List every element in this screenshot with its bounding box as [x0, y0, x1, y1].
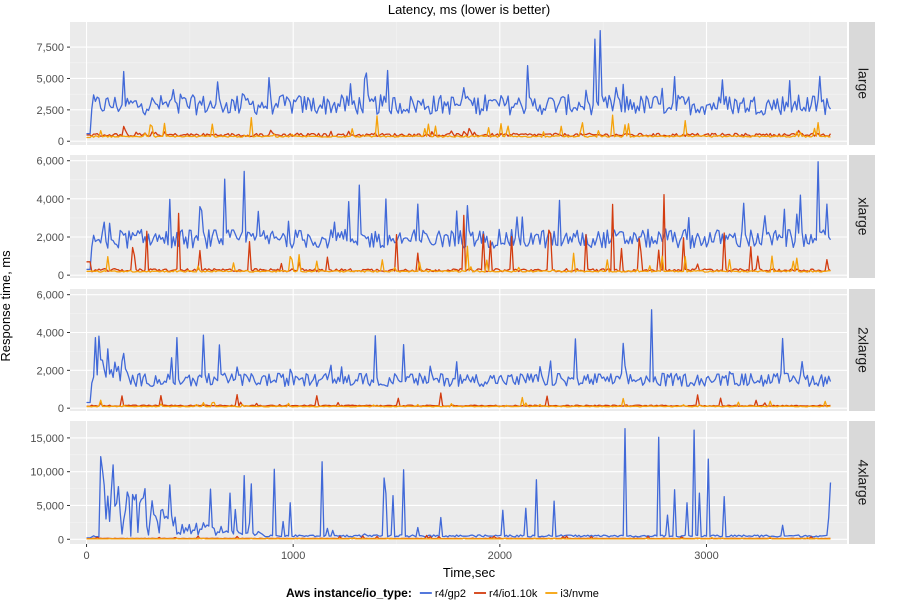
panel-background [70, 22, 847, 145]
x-tick-label: 0 [83, 550, 89, 562]
y-tick-label: 6,000 [36, 290, 64, 302]
y-tick-label: 2,500 [36, 105, 64, 117]
facet-strip-label: xlarge [855, 197, 871, 235]
legend-label: r4/gp2 [435, 588, 466, 600]
series-line-r4-gp2 [86, 309, 832, 404]
series-line-r4-gp2 [86, 427, 832, 539]
y-tick-label: 0 [58, 534, 64, 546]
facet-strip [849, 155, 875, 278]
y-tick-label: 5,000 [36, 73, 64, 85]
panel-background [70, 155, 847, 278]
facet-strip [849, 421, 875, 544]
y-tick-label: 6,000 [36, 156, 64, 168]
chart-title: Latency, ms (lower is better) [388, 2, 550, 17]
y-tick-label: 10,000 [30, 467, 64, 479]
y-tick-label: 2,000 [36, 232, 64, 244]
y-tick-label: 0 [58, 403, 64, 415]
legend-title: Aws instance/io_type: [286, 586, 412, 600]
panel-background [70, 421, 847, 544]
facet-strip-label: large [855, 68, 871, 99]
facet-panel-xlarge: 0 2,000 4,000 6,000 xlarge [36, 155, 875, 282]
legend-label: i3/nvme [560, 588, 599, 600]
y-axis-title: Response time, ms [0, 250, 13, 362]
x-axis-title: Time,sec [443, 565, 496, 580]
y-tick-label: 4,000 [36, 328, 64, 340]
legend: Aws instance/io_type: r4/gp2 r4/io1.10k i3… [286, 586, 599, 600]
y-tick-label: 2,000 [36, 365, 64, 377]
facet-panel-2xlarge: 0 2,000 4,000 6,000 2xlarge [36, 289, 875, 415]
panel-background [70, 289, 847, 411]
y-tick-label: 7,500 [36, 42, 64, 54]
legend-label: r4/io1.10k [489, 588, 538, 600]
series-line-r4-gp2 [86, 29, 832, 135]
series-line-r4-gp2 [86, 161, 832, 271]
y-tick-label: 0 [58, 136, 64, 148]
facet-strip-label: 2xlarge [855, 327, 871, 373]
y-tick-label: 0 [58, 270, 64, 282]
facet-panel-large: 0 2,500 5,000 7,500 large [36, 22, 875, 148]
facet-panel-4xlarge: 0 5,000 10,000 15,000 4xlarge [30, 421, 875, 546]
y-tick-label: 5,000 [36, 500, 64, 512]
series-line-i3-nvme [86, 396, 831, 408]
x-tick-label: 1000 [281, 550, 305, 562]
x-tick-label: 3000 [694, 550, 718, 562]
series-line-i3-nvme [86, 245, 831, 273]
facet-strip [849, 289, 875, 411]
series-line-r4-io1-10k [86, 193, 831, 273]
series-line-i3-nvme [86, 114, 831, 139]
facet-strip [849, 22, 875, 145]
facet-strip-label: 4xlarge [855, 460, 871, 506]
facet-panels: 0 2,500 5,000 7,500 large 0 2,000 4,000 6,000 xla… [30, 22, 875, 562]
legend-entries: r4/gp2 r4/io1.10k i3/nvme [419, 588, 599, 600]
y-tick-label: 4,000 [36, 194, 64, 206]
series-line-i3-nvme [86, 536, 831, 540]
x-tick-label: 2000 [488, 550, 512, 562]
y-tick-label: 15,000 [30, 433, 64, 445]
